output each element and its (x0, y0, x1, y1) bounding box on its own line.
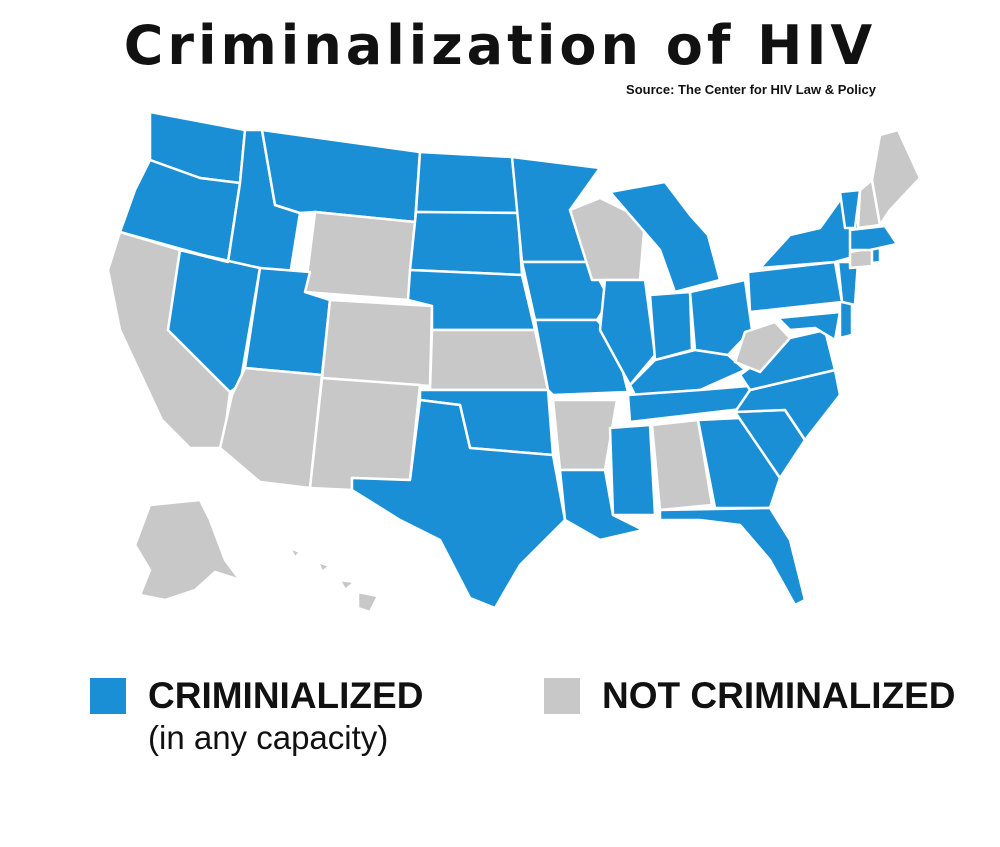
state-nd (414, 150, 520, 215)
state-ak (133, 498, 242, 602)
state-nm (308, 376, 422, 492)
state-sd (408, 210, 524, 277)
state-md (776, 310, 842, 342)
state-al (650, 418, 714, 512)
state-la (558, 468, 645, 542)
state-de (838, 298, 854, 340)
not-criminalized-swatch (544, 678, 580, 714)
map-title: Criminalization of HIV (123, 14, 877, 77)
state-in (648, 290, 694, 362)
state-pa (746, 260, 844, 314)
state-mi (608, 180, 722, 294)
state-ga (696, 416, 782, 510)
state-wi (568, 196, 647, 282)
state-ks (428, 328, 550, 392)
state-wv (733, 320, 792, 374)
legend-not-criminalized: NOT CRIMINALIZED (544, 675, 956, 717)
not-criminalized-label: NOT CRIMINALIZED (602, 675, 956, 716)
state-ms (608, 423, 657, 517)
state-az (218, 366, 324, 490)
state-vt (838, 188, 862, 230)
state-il (598, 278, 657, 387)
state-mt (260, 128, 422, 224)
criminalized-swatch (90, 678, 126, 714)
criminalized-sublabel: (in any capacity) (148, 719, 389, 756)
state-me (870, 128, 922, 227)
legend-criminalized: CRIMINIALIZED (in any capacity) (90, 675, 423, 759)
criminalized-label: CRIMINIALIZED (148, 675, 424, 716)
state-ar (551, 398, 619, 472)
state-ma (848, 224, 899, 252)
state-fl (658, 506, 807, 607)
state-tx (350, 398, 567, 610)
state-wy (303, 210, 417, 302)
state-co (320, 298, 434, 388)
state-oh (688, 278, 754, 357)
source-note: Source: The Center for HIV Law & Policy (626, 82, 876, 97)
state-hi (288, 546, 380, 614)
